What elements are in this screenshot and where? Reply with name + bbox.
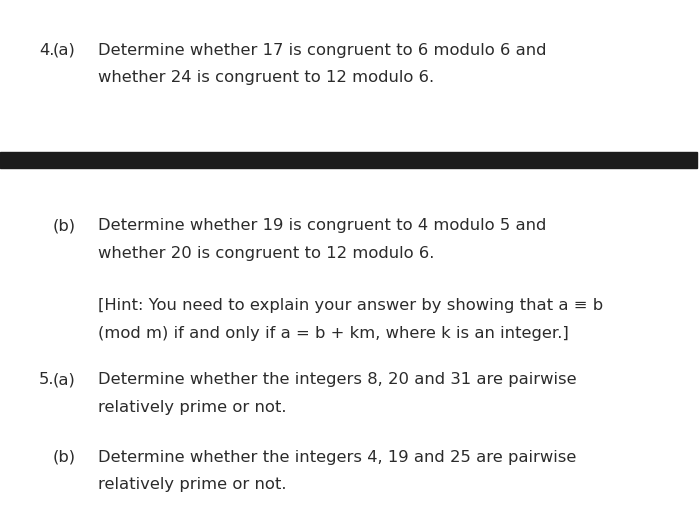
Text: (a): (a)	[52, 43, 76, 57]
Text: 5.: 5.	[39, 372, 55, 387]
Text: [Hint: You need to explain your answer by showing that a ≡ b: [Hint: You need to explain your answer b…	[98, 298, 603, 313]
Text: (a): (a)	[52, 372, 76, 387]
Bar	[0, 152, 696, 168]
Text: (mod m) if and only if a = b + km, where k is an integer.]: (mod m) if and only if a = b + km, where…	[98, 326, 569, 340]
Text: (b): (b)	[52, 218, 76, 233]
Text: whether 20 is congruent to 12 modulo 6.: whether 20 is congruent to 12 modulo 6.	[98, 246, 435, 261]
Text: Determine whether 19 is congruent to 4 modulo 5 and: Determine whether 19 is congruent to 4 m…	[98, 218, 547, 233]
Text: 4.: 4.	[39, 43, 55, 57]
Text: relatively prime or not.: relatively prime or not.	[98, 400, 286, 415]
Text: Determine whether the integers 8, 20 and 31 are pairwise: Determine whether the integers 8, 20 and…	[98, 372, 577, 387]
Text: relatively prime or not.: relatively prime or not.	[98, 477, 286, 492]
Text: whether 24 is congruent to 12 modulo 6.: whether 24 is congruent to 12 modulo 6.	[98, 70, 434, 85]
Text: Determine whether 17 is congruent to 6 modulo 6 and: Determine whether 17 is congruent to 6 m…	[98, 43, 547, 57]
Text: (b): (b)	[52, 450, 76, 464]
Text: Determine whether the integers 4, 19 and 25 are pairwise: Determine whether the integers 4, 19 and…	[98, 450, 576, 464]
